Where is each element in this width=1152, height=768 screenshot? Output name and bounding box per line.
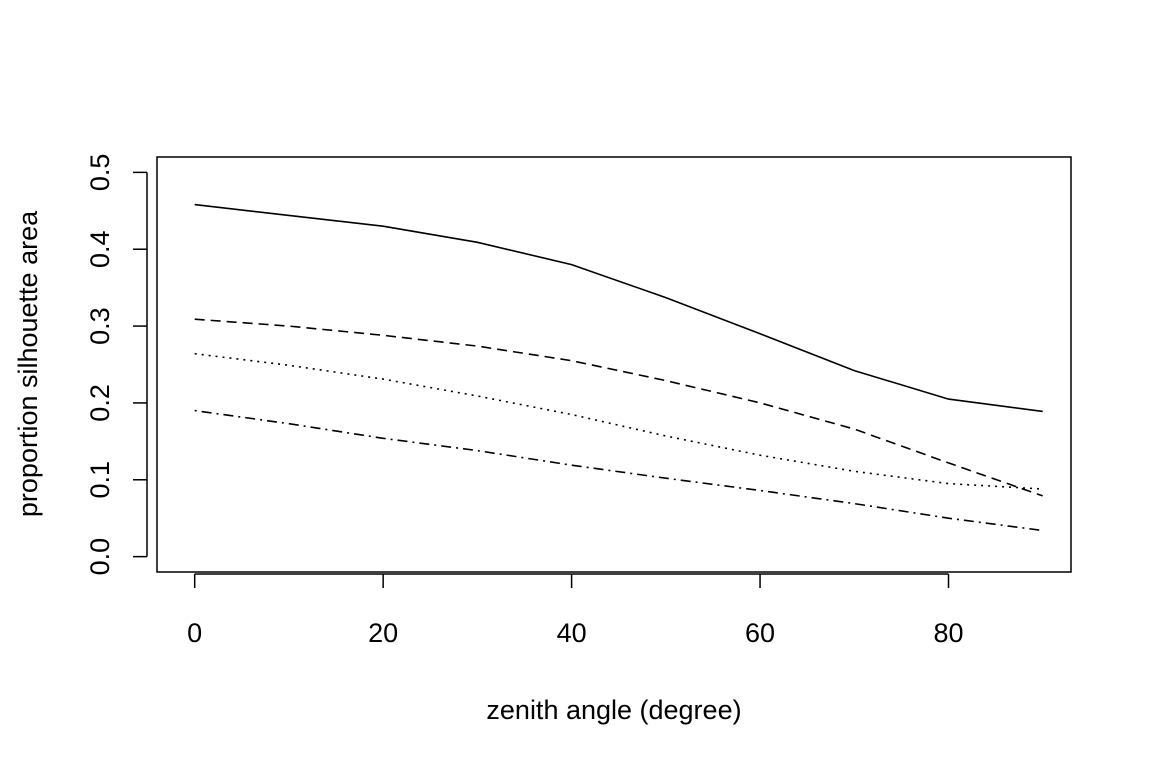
x-tick-label: 20: [368, 618, 398, 648]
series-line-4-dotdash: [194, 409, 1043, 532]
x-tick-label: 40: [557, 618, 587, 648]
y-axis-title: proportion silhouette area: [13, 210, 43, 517]
x-tick-label: 0: [187, 618, 202, 648]
y-tick-label: 0.5: [85, 154, 115, 192]
y-tick-label: 0.4: [85, 230, 115, 268]
x-tick-label: 80: [933, 618, 963, 648]
x-axis-title: zenith angle (degree): [486, 695, 741, 725]
series-line-2-dashed: [194, 318, 1043, 497]
series-line-1-solid: [194, 203, 1043, 413]
x-tick-label: 60: [745, 618, 775, 648]
series-line-3-dotted: [194, 352, 1043, 490]
y-tick-label: 0.0: [85, 538, 115, 576]
y-tick-label: 0.2: [85, 384, 115, 422]
y-tick-label: 0.3: [85, 307, 115, 345]
series-layer: [194, 203, 1043, 532]
x-axis: 0 20 40 60 80: [187, 573, 964, 648]
y-tick-label: 0.1: [85, 461, 115, 499]
y-axis: 0.0 0.1 0.2 0.3 0.4 0.5: [85, 154, 148, 576]
plot-frame: [156, 156, 1072, 573]
